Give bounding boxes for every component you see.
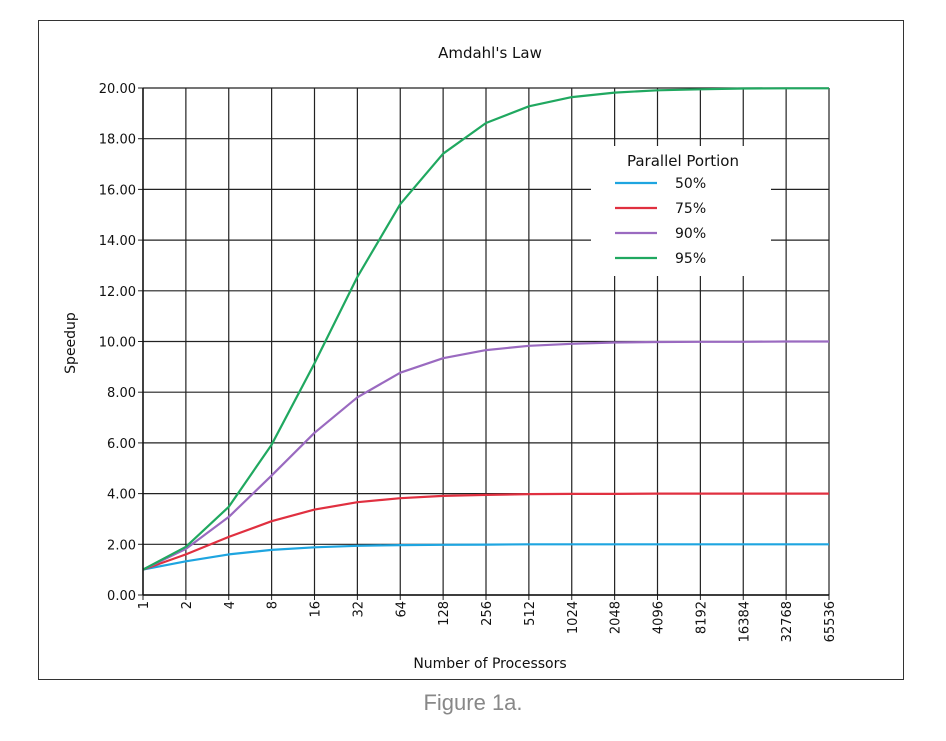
x-tick-label: 2	[180, 601, 195, 609]
legend-entry: 90%	[675, 226, 706, 242]
x-tick-label: 32768	[780, 601, 795, 642]
y-axis-label: Speedup	[63, 312, 79, 374]
legend: Parallel Portion 50% 75% 90% 95%	[591, 146, 771, 276]
y-tick-label: 2.00	[107, 538, 136, 553]
x-tick-label: 2048	[609, 601, 624, 634]
y-tick-label: 16.00	[99, 183, 136, 198]
x-tick-label: 8	[266, 601, 281, 609]
y-tick-label: 20.00	[99, 82, 136, 97]
x-tick-label: 16384	[737, 601, 752, 642]
x-tick-label: 8192	[694, 601, 709, 634]
series-line-90pct	[142, 340, 829, 571]
legend-entry: 75%	[675, 201, 706, 217]
x-tick-label: 128	[437, 601, 452, 626]
figure-caption: Figure 1a.	[423, 690, 523, 715]
x-tick-label: 4	[223, 601, 238, 609]
y-tick-label: 8.00	[107, 386, 136, 401]
y-tick-label: 4.00	[107, 488, 136, 503]
legend-entry: 50%	[675, 176, 706, 192]
legend-background	[591, 146, 771, 276]
x-tick-label: 16	[309, 601, 324, 618]
x-axis-label: Number of Processors	[413, 656, 566, 672]
x-tick-label: 1	[137, 601, 152, 609]
x-tick-label: 65536	[823, 601, 838, 642]
x-tick-label: 512	[523, 601, 538, 626]
series-line-75pct	[142, 492, 829, 571]
y-tick-label: 18.00	[99, 133, 136, 148]
y-tick-label: 14.00	[99, 234, 136, 249]
x-tick-label: 256	[480, 601, 495, 626]
series-line-95pct	[142, 87, 829, 571]
y-tick-label: 0.00	[107, 589, 136, 604]
series-line-50pct	[142, 543, 829, 571]
y-tick-label: 12.00	[99, 285, 136, 300]
chart-title: Amdahl's Law	[438, 44, 542, 62]
axes: 1 2 4 8 16 32 64 128 256 512 1024 2048 4096 8192 16384…	[99, 82, 838, 642]
y-tick-label: 6.00	[107, 437, 136, 452]
amdahls-law-chart: Amdahl's Law 1 2 4 8 16 32 64 128 256 512 1024 2048…	[63, 44, 838, 672]
legend-entry: 95%	[675, 251, 706, 267]
x-tick-label: 1024	[566, 601, 581, 634]
y-tick-label: 10.00	[99, 336, 136, 351]
series-lines	[142, 87, 829, 571]
legend-title: Parallel Portion	[627, 152, 739, 170]
x-tick-label: 32	[351, 601, 366, 618]
figure-frame: Amdahl's Law 1 2 4 8 16 32 64 128 256 512 1024 2048…	[38, 20, 904, 680]
x-tick-label: 4096	[652, 601, 667, 634]
x-tick-label: 64	[394, 601, 409, 618]
